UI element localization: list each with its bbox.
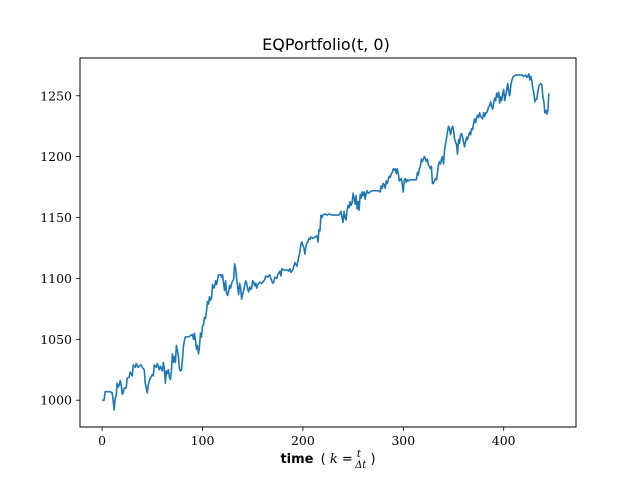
x-tick-label: 100 [191, 433, 215, 448]
plot-frame [79, 57, 577, 428]
x-axis-label-eq: = [342, 452, 357, 467]
x-axis-label-numerator: t [357, 449, 362, 460]
y-tick-label: 1000 [40, 393, 72, 408]
y-tick-label: 1200 [40, 149, 72, 164]
x-axis-label: time ( k = t Δt ) [280, 446, 375, 472]
chart-title: EQPortfolio(t, 0) [262, 35, 390, 54]
y-tick-label: 1150 [40, 210, 72, 225]
y-axis-ticks: 1000 1050 1100 1150 1200 1250 [40, 88, 80, 408]
x-axis-label-bold: time [280, 452, 313, 467]
x-axis-label-close: ) [370, 452, 375, 467]
x-tick-label: 200 [291, 433, 315, 448]
y-tick-label: 1250 [40, 88, 72, 103]
x-axis-label-k: k [330, 452, 338, 467]
x-tick-label: 0 [98, 433, 106, 448]
y-tick-label: 1100 [40, 271, 72, 286]
x-axis-label-open: ( [321, 452, 326, 467]
x-tick-label: 300 [391, 433, 415, 448]
x-axis-ticks: 0 100 200 300 400 [98, 427, 516, 448]
x-tick-label: 400 [492, 433, 516, 448]
y-tick-label: 1050 [40, 332, 72, 347]
series-line-0 [102, 73, 550, 411]
plot-series-group [102, 73, 550, 411]
x-axis-label-denominator: Δt [354, 460, 367, 471]
